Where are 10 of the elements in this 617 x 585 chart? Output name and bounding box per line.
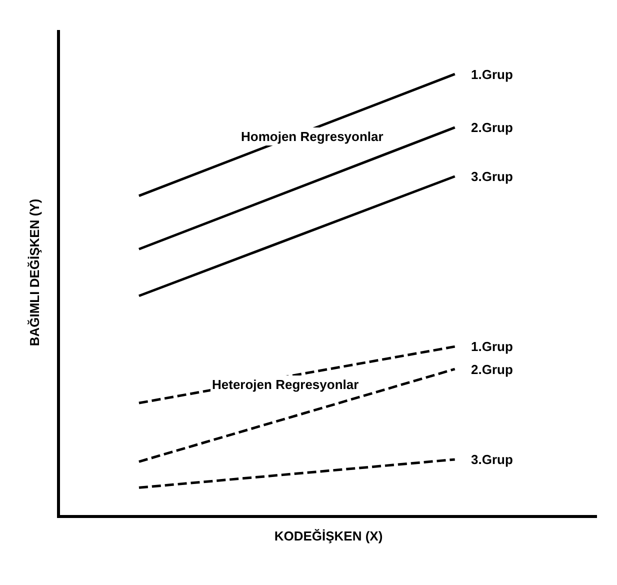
series-label: 3.Grup (471, 452, 513, 467)
annotation: Homojen Regresyonlar (241, 129, 384, 144)
series-label: 1.Grup (471, 339, 513, 354)
y-axis-title: BAĞIMLI DEĞİŞKEN (Y) (27, 198, 42, 346)
series-label: 2.Grup (471, 120, 513, 135)
annotation: Heterojen Regresyonlar (212, 377, 359, 392)
series-label: 1.Grup (471, 67, 513, 82)
series-label: 3.Grup (471, 169, 513, 184)
series-label: 2.Grup (471, 362, 513, 377)
x-axis-title: KODEĞİŞKEN (X) (274, 528, 383, 544)
